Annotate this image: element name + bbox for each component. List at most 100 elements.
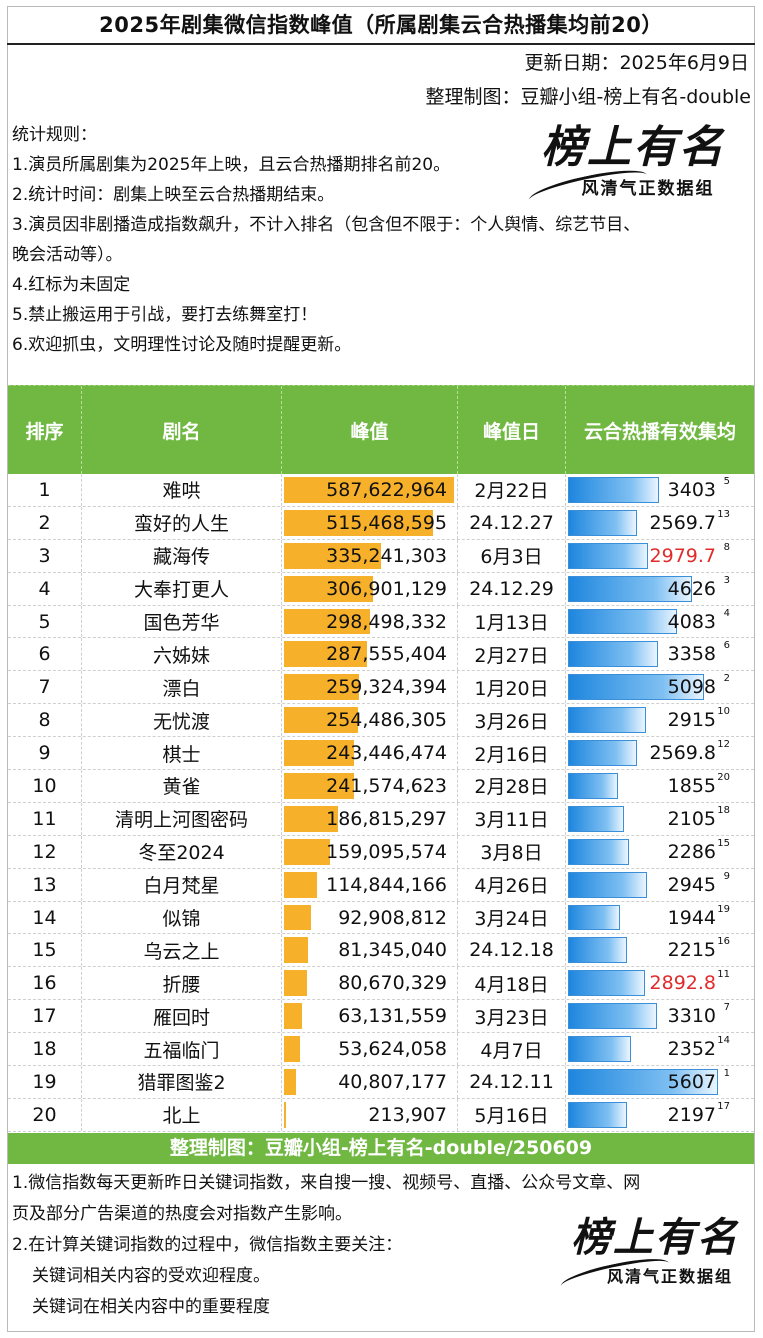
cell-drama-name: 冬至2024 bbox=[82, 835, 282, 868]
effective-avg-bar bbox=[568, 509, 637, 536]
cell-effective-avg: 2569.7 13 bbox=[566, 507, 754, 539]
cell-rank: 20 bbox=[8, 1098, 82, 1131]
cell-peak-value: 80,670,329 bbox=[282, 967, 458, 1000]
effective-avg-text: 5607 bbox=[667, 1070, 716, 1093]
notes-section: 1.微信指数每天更新昨日关键词指数，来自搜一搜、视频号、直播、公众号文章、网 页… bbox=[12, 1168, 757, 1323]
cell-rank: 4 bbox=[8, 572, 82, 605]
header-peak-date: 峰值日 bbox=[458, 386, 566, 474]
brand-logo: 榜上有名 风清气正数据组 bbox=[526, 118, 738, 218]
cell-drama-name: 漂白 bbox=[82, 671, 282, 704]
cell-rank: 14 bbox=[8, 901, 82, 934]
cell-drama-name: 折腰 bbox=[82, 967, 282, 1000]
effective-avg-text: 2105 bbox=[667, 807, 716, 830]
cell-rank: 12 bbox=[8, 835, 82, 868]
cell-peak-value: 306,901,129 bbox=[282, 572, 458, 605]
rule-item: 3.演员因非剧播造成指数飙升，不计入排名（包含但不限于：个人舆情、综艺节目、 bbox=[12, 215, 641, 235]
effective-avg-bar bbox=[568, 805, 625, 832]
cell-peak-date: 3月11日 bbox=[458, 802, 566, 835]
effective-rank-superscript: 7 bbox=[723, 1002, 730, 1014]
table-row: 1 难哄 587,622,964 2月22日 3403 5 bbox=[8, 474, 754, 507]
cell-peak-date: 4月7日 bbox=[458, 1033, 566, 1066]
peak-bar bbox=[284, 740, 355, 767]
peak-value-text: 515,468,595 bbox=[326, 511, 447, 534]
rule-item: 晚会活动等）。 bbox=[12, 245, 123, 265]
header-title: 剧名 bbox=[82, 386, 282, 474]
cell-effective-avg: 1855 20 bbox=[566, 770, 754, 802]
cell-peak-value: 515,468,595 bbox=[282, 506, 458, 539]
effective-rank-superscript: 9 bbox=[723, 870, 730, 882]
table-row: 16 折腰 80,670,329 4月18日 2892.8 11 bbox=[8, 967, 754, 1001]
cell-peak-value: 114,844,166 bbox=[282, 868, 458, 901]
effective-avg-bar bbox=[568, 871, 647, 898]
peak-bar bbox=[284, 1003, 303, 1030]
cell-drama-name: 大奉打更人 bbox=[82, 572, 282, 605]
rules-heading: 统计规则： bbox=[12, 125, 97, 145]
cell-effective-avg: 2352 14 bbox=[566, 1033, 754, 1065]
cell-drama-name: 六姊妹 bbox=[82, 638, 282, 671]
peak-value-text: 80,670,329 bbox=[338, 972, 447, 995]
effective-rank-superscript: 6 bbox=[723, 640, 730, 652]
table-row: 13 白月梵星 114,844,166 4月26日 2945 9 bbox=[8, 868, 754, 902]
table-row: 5 国色芳华 298,498,332 1月13日 4083 4 bbox=[8, 605, 754, 639]
table-row: 2 蛮好的人生 515,468,595 24.12.27 2569.7 13 bbox=[8, 506, 754, 540]
cell-rank: 6 bbox=[8, 638, 82, 671]
cell-peak-date: 2月22日 bbox=[458, 474, 566, 506]
ranking-table: 排序 剧名 峰值 峰值日 云合热播有效集均 1 难哄 587,622,964 2月22… bbox=[8, 385, 754, 1132]
effective-rank-superscript: 1 bbox=[723, 1068, 730, 1080]
update-date: 更新日期：2025年6月9日 bbox=[524, 52, 749, 74]
peak-value-text: 241,574,623 bbox=[326, 774, 447, 797]
table-row: 11 清明上河图密码 186,815,297 3月11日 2105 18 bbox=[8, 802, 754, 836]
rule-item: 5.禁止搬运用于引战，要打去练舞室打！ bbox=[12, 305, 318, 325]
cell-drama-name: 难哄 bbox=[82, 474, 282, 506]
cell-peak-value: 335,241,303 bbox=[282, 539, 458, 572]
peak-bar bbox=[284, 904, 311, 931]
effective-avg-bar bbox=[568, 1069, 718, 1095]
cell-rank: 1 bbox=[8, 474, 82, 506]
peak-bar bbox=[284, 937, 308, 964]
cell-effective-avg: 2915 10 bbox=[566, 704, 754, 736]
effective-rank-superscript: 8 bbox=[723, 541, 730, 553]
cell-effective-avg: 5098 2 bbox=[566, 671, 754, 703]
effective-rank-superscript: 16 bbox=[717, 936, 730, 948]
cell-effective-avg: 2215 16 bbox=[566, 934, 754, 966]
effective-avg-text: 3310 bbox=[667, 1005, 716, 1028]
peak-value-text: 40,807,177 bbox=[338, 1070, 447, 1093]
table-header: 排序 剧名 峰值 峰值日 云合热播有效集均 bbox=[8, 385, 754, 474]
peak-value-text: 53,624,058 bbox=[338, 1038, 447, 1061]
effective-avg-text: 2569.7 bbox=[649, 511, 716, 534]
effective-avg-bar bbox=[568, 970, 646, 997]
cell-effective-avg: 2979.7 8 bbox=[566, 540, 754, 572]
cell-rank: 16 bbox=[8, 967, 82, 1000]
cell-peak-date: 24.12.29 bbox=[458, 572, 566, 605]
cell-rank: 10 bbox=[8, 770, 82, 802]
cell-drama-name: 北上 bbox=[82, 1098, 282, 1131]
peak-value-text: 81,345,040 bbox=[338, 939, 447, 962]
peak-value-text: 259,324,394 bbox=[326, 676, 447, 699]
note-item: 2.在计算关键词指数的过程中，微信指数主要关注： bbox=[12, 1235, 403, 1255]
effective-avg-bar bbox=[568, 542, 648, 569]
peak-bar bbox=[284, 805, 339, 832]
page-title: 2025年剧集微信指数峰值（所属剧集云合热播集均前20） bbox=[99, 13, 663, 37]
cell-peak-value: 92,908,812 bbox=[282, 901, 458, 934]
rule-item: 4.红标为未固定 bbox=[12, 275, 131, 295]
effective-avg-text: 1944 bbox=[667, 906, 716, 929]
cell-effective-avg: 2286 15 bbox=[566, 836, 754, 868]
cell-peak-date: 3月8日 bbox=[458, 835, 566, 868]
effective-rank-superscript: 13 bbox=[717, 508, 730, 520]
cell-drama-name: 藏海传 bbox=[82, 539, 282, 572]
table-row: 10 黄雀 241,574,623 2月28日 1855 20 bbox=[8, 770, 754, 803]
cell-effective-avg: 2945 9 bbox=[566, 869, 754, 901]
table-row: 7 漂白 259,324,394 1月20日 5098 2 bbox=[8, 671, 754, 705]
cell-effective-avg: 1944 19 bbox=[566, 902, 754, 934]
poster-frame bbox=[7, 6, 755, 1332]
cell-rank: 13 bbox=[8, 868, 82, 901]
cell-peak-value: 213,907 bbox=[282, 1098, 458, 1131]
logo-slogan: 风清气正数据组 bbox=[606, 1267, 733, 1286]
peak-value-text: 92,908,812 bbox=[338, 906, 447, 929]
peak-value-text: 114,844,166 bbox=[326, 873, 447, 896]
cell-rank: 15 bbox=[8, 934, 82, 967]
rule-item: 6.欢迎抓虫，文明理性讨论及随时提醒更新。 bbox=[12, 335, 352, 355]
effective-avg-text: 2979.7 bbox=[649, 544, 716, 567]
cell-peak-date: 24.12.27 bbox=[458, 506, 566, 539]
cell-peak-date: 24.12.18 bbox=[458, 934, 566, 967]
